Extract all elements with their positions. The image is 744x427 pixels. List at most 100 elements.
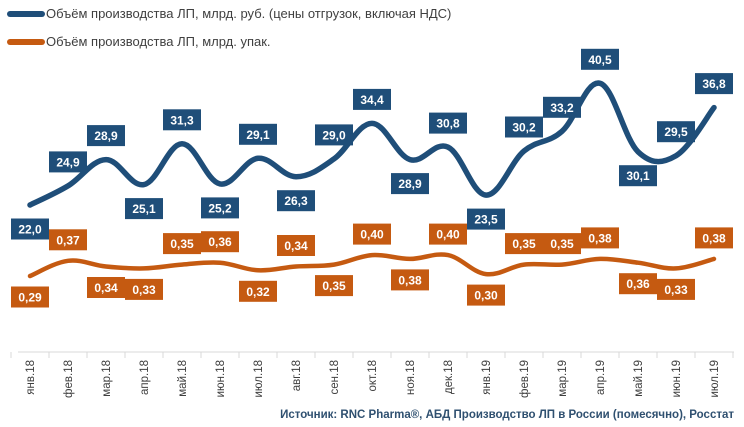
x-tick-label-0: янв.18 xyxy=(25,360,37,395)
data-label-pack-text: 0,33 xyxy=(132,283,156,297)
data-label-rub-box xyxy=(543,96,581,118)
data-label-pack-10: 0,38 xyxy=(391,269,429,291)
data-label-pack-17: 0,33 xyxy=(657,278,695,300)
data-label-pack-3: 0,33 xyxy=(125,278,163,300)
x-tick-label-3: апр.18 xyxy=(139,360,151,395)
data-label-pack-text: 0,38 xyxy=(398,273,422,287)
data-label-rub-14: 33,2 xyxy=(543,96,581,118)
data-label-pack-text: 0,29 xyxy=(18,291,42,305)
x-tick-label-9: окт.18 xyxy=(367,360,379,392)
data-label-rub-text: 28,9 xyxy=(94,129,118,143)
x-tick-label-5: июн.18 xyxy=(215,360,227,397)
legend: Объём производства ЛП, млрд. руб. (цены … xyxy=(7,6,451,49)
data-label-pack-0: 0,29 xyxy=(11,286,49,308)
data-label-rub-8: 29,0 xyxy=(315,124,353,146)
data-label-rub-12: 23,5 xyxy=(467,208,505,230)
x-tick-label-4: май.18 xyxy=(177,360,189,397)
data-label-rub-text: 23,5 xyxy=(474,213,498,227)
data-label-rub-text: 25,1 xyxy=(132,202,156,216)
data-label-rub-text: 26,3 xyxy=(284,194,308,208)
data-label-pack-9: 0,40 xyxy=(353,223,391,245)
data-label-rub-9: 34,4 xyxy=(353,88,391,110)
data-label-rub-box xyxy=(657,121,695,143)
data-label-rub-text: 34,4 xyxy=(360,93,384,107)
data-label-pack-15: 0,38 xyxy=(581,227,619,249)
source-note: Источник: RNC Pharma®, АБД Производство … xyxy=(280,409,734,421)
data-label-rub-text: 29,0 xyxy=(322,128,346,142)
data-label-pack-18: 0,38 xyxy=(695,227,733,249)
data-label-rub-7: 26,3 xyxy=(277,190,315,212)
data-label-pack-box xyxy=(581,227,619,249)
data-label-rub-text: 24,9 xyxy=(56,155,80,169)
x-tick-label-6: июл.18 xyxy=(253,360,265,398)
data-label-pack-box xyxy=(505,233,543,255)
data-label-pack-12: 0,30 xyxy=(467,284,505,306)
x-tick-label-15: апр.19 xyxy=(595,360,607,395)
data-label-pack-13: 0,35 xyxy=(505,233,543,255)
x-axis-tick-labels: янв.18 фев.18 мар.18 апр.18 май.18 июн.18 июл.… xyxy=(25,360,721,398)
data-label-rub-text: 30,1 xyxy=(626,169,650,183)
data-label-rub-6: 29,1 xyxy=(239,123,277,145)
x-tick-label-12: янв.19 xyxy=(481,360,493,395)
data-label-rub-box xyxy=(429,112,467,134)
data-label-rub-text: 29,1 xyxy=(246,128,270,142)
data-label-pack-text: 0,36 xyxy=(626,277,650,291)
data-label-rub-box xyxy=(581,48,619,70)
x-axis-ticks xyxy=(10,352,734,358)
data-label-rub-box xyxy=(277,190,315,212)
data-label-pack-box xyxy=(11,286,49,308)
data-label-pack-text: 0,30 xyxy=(474,289,498,303)
data-label-rub-box xyxy=(49,151,87,173)
data-label-rub-18: 36,8 xyxy=(695,73,733,95)
data-label-pack-text: 0,37 xyxy=(56,233,80,247)
data-label-pack-box xyxy=(695,227,733,249)
data-label-pack-text: 0,35 xyxy=(170,237,194,251)
data-label-pack-box xyxy=(201,231,239,253)
x-tick-label-10: ноя.18 xyxy=(405,360,417,395)
data-label-pack-6: 0,32 xyxy=(239,280,277,302)
data-label-rub-box xyxy=(391,173,429,195)
data-label-pack-11: 0,40 xyxy=(429,223,467,245)
data-label-pack-text: 0,40 xyxy=(360,228,384,242)
data-label-rub-text: 22,0 xyxy=(18,223,42,237)
legend-item-rub: Объём производства ЛП, млрд. руб. (цены … xyxy=(7,6,451,21)
data-label-rub-box xyxy=(695,73,733,95)
data-label-rub-box xyxy=(163,109,201,131)
x-tick-label-11: дек.18 xyxy=(443,360,455,394)
data-label-pack-box xyxy=(619,273,657,295)
data-label-pack-box xyxy=(467,284,505,306)
x-tick-label-17: июн.19 xyxy=(671,360,683,397)
data-label-pack-2: 0,34 xyxy=(87,277,125,298)
data-label-rub-0: 22,0 xyxy=(11,218,49,240)
data-label-rub-box xyxy=(239,123,277,145)
data-label-pack-1: 0,37 xyxy=(49,229,87,251)
data-label-pack-text: 0,32 xyxy=(246,285,270,299)
x-tick-label-13: фев.19 xyxy=(519,360,531,398)
data-label-pack-box xyxy=(657,278,695,300)
data-label-rub-box xyxy=(619,165,657,187)
data-label-rub-box xyxy=(505,116,543,138)
x-tick-label-1: фев.18 xyxy=(63,360,75,398)
data-label-rub-text: 31,3 xyxy=(170,113,194,127)
data-label-rub-10: 28,9 xyxy=(391,173,429,195)
data-label-pack-box xyxy=(391,269,429,291)
data-label-rub-box xyxy=(201,197,239,219)
data-label-rub-box xyxy=(315,124,353,146)
data-label-pack-4: 0,35 xyxy=(163,233,201,255)
data-label-rub-2: 28,9 xyxy=(87,125,125,147)
data-label-pack-box xyxy=(87,277,125,298)
data-label-rub-text: 36,8 xyxy=(702,77,726,91)
data-label-rub-text: 29,5 xyxy=(664,125,688,139)
data-label-rub-box xyxy=(87,125,125,147)
data-label-rub-17: 29,5 xyxy=(657,121,695,143)
data-label-pack-text: 0,35 xyxy=(512,237,536,251)
series-line-pack xyxy=(27,252,717,279)
data-label-pack-text: 0,40 xyxy=(436,228,460,242)
data-label-pack-text: 0,34 xyxy=(284,239,308,253)
data-label-pack-text: 0,34 xyxy=(94,281,118,295)
data-label-rub-5: 25,2 xyxy=(201,197,239,219)
data-label-pack-8: 0,35 xyxy=(315,275,353,297)
legend-label-rub: Объём производства ЛП, млрд. руб. (цены … xyxy=(46,6,451,21)
data-label-pack-box xyxy=(429,223,467,245)
